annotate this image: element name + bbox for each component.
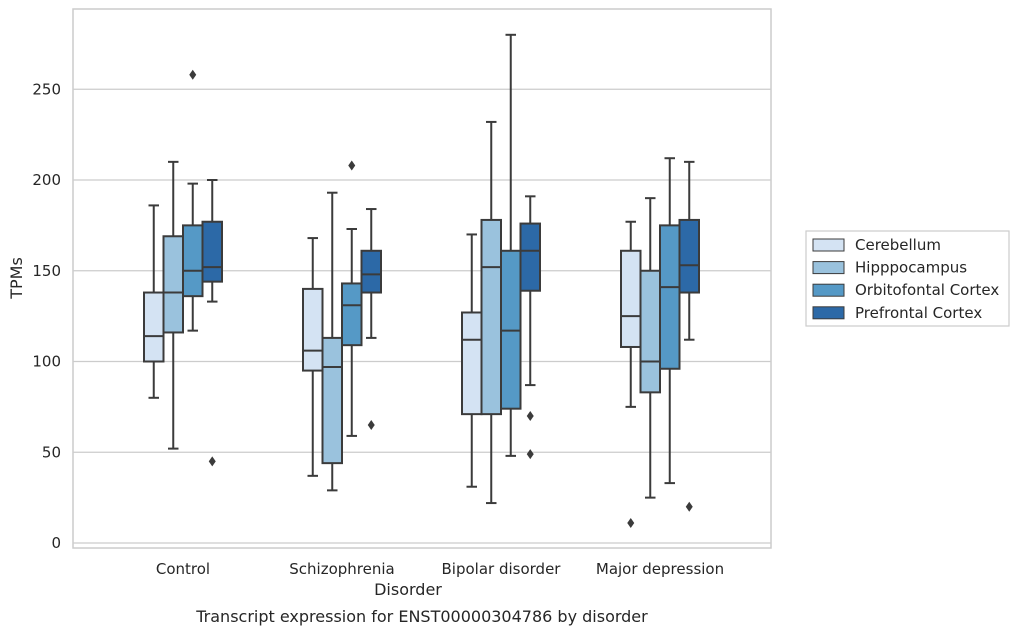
chart-caption: Transcript expression for ENST0000030478… — [195, 607, 648, 626]
outlier-point — [526, 449, 534, 460]
legend-swatch — [812, 261, 845, 275]
y-tick-label: 100 — [32, 353, 61, 371]
legend: Cerebellum Hipppocampus Orbitofontal Corte… — [805, 230, 1010, 327]
box — [659, 157, 681, 485]
series-hipppocampus — [162, 120, 661, 505]
x-axis-ticks: Control Schizophrenia Bipolar disorder Majo… — [156, 560, 724, 578]
outlier-point — [526, 410, 534, 421]
box — [461, 233, 483, 488]
legend-entry: Cerebellum — [855, 236, 941, 254]
box-iqr — [480, 218, 502, 416]
y-tick-label: 0 — [51, 534, 61, 552]
box-iqr — [162, 235, 184, 334]
box — [143, 204, 165, 399]
box — [480, 120, 502, 505]
box-iqr — [201, 220, 223, 283]
box — [182, 69, 204, 332]
box-iqr — [659, 224, 681, 370]
box — [341, 160, 363, 437]
box — [519, 195, 541, 460]
box — [678, 160, 700, 512]
plot-area-frame — [72, 8, 772, 549]
box-iqr — [341, 282, 363, 347]
box — [201, 179, 223, 467]
outlier-point — [685, 501, 693, 512]
box — [500, 33, 522, 457]
outlier-point — [189, 69, 197, 80]
x-tick-label: Bipolar disorder — [442, 560, 562, 578]
box-iqr — [519, 222, 541, 292]
series-prefrontal-cortex — [201, 160, 700, 512]
legend-swatch — [812, 238, 845, 252]
box-iqr — [461, 311, 483, 416]
series-orbitofontal-cortex — [182, 33, 681, 485]
legend-entry: Hipppocampus — [855, 259, 967, 277]
box — [302, 237, 324, 477]
x-tick-label: Control — [156, 560, 210, 578]
box-iqr — [620, 249, 642, 348]
y-tick-label: 250 — [32, 80, 61, 98]
box — [360, 208, 382, 431]
box-iqr — [639, 269, 661, 394]
box — [321, 191, 343, 492]
outlier-point — [208, 456, 216, 467]
x-axis-label: Disorder — [374, 580, 442, 599]
box-series — [143, 33, 700, 529]
y-axis-ticks: 0 50 100 150 200 250 — [32, 80, 61, 552]
legend-entry: Orbitofontal Cortex — [855, 281, 999, 299]
box — [639, 197, 661, 499]
outlier-point — [627, 518, 635, 529]
box — [620, 220, 642, 529]
box-iqr — [678, 218, 700, 294]
legend-swatch — [812, 283, 845, 297]
box — [162, 160, 184, 450]
legend-entry: Prefrontal Cortex — [855, 304, 982, 322]
y-tick-label: 150 — [32, 262, 61, 280]
box-iqr — [182, 224, 204, 298]
x-tick-label: Schizophrenia — [289, 560, 394, 578]
legend-swatch — [812, 306, 845, 320]
y-tick-label: 50 — [42, 443, 61, 461]
outlier-point — [367, 420, 375, 431]
series-cerebellum — [143, 204, 642, 529]
outlier-point — [348, 160, 356, 171]
box-iqr — [302, 287, 324, 372]
box-iqr — [321, 336, 343, 465]
x-tick-label: Major depression — [596, 560, 724, 578]
box-iqr — [143, 291, 165, 363]
y-axis-label: TPMs — [7, 257, 26, 300]
box-iqr — [360, 249, 382, 294]
y-tick-label: 200 — [32, 171, 61, 189]
